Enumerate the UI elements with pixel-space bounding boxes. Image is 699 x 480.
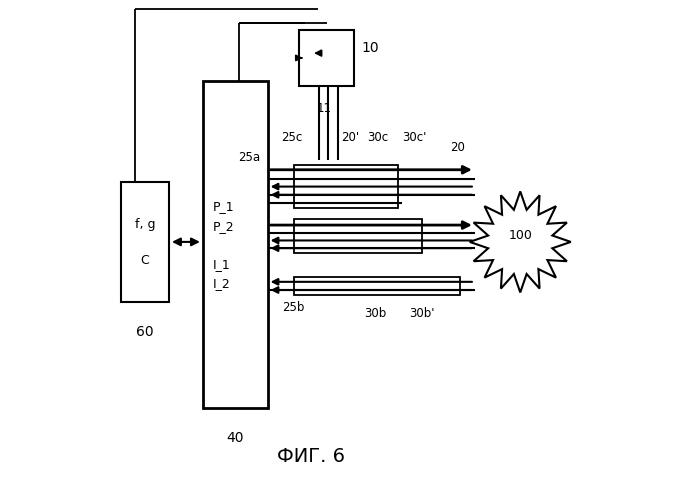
Text: 25c: 25c — [281, 131, 303, 144]
Bar — [203, 82, 268, 408]
Text: 30b: 30b — [364, 306, 386, 319]
Text: 10: 10 — [361, 41, 379, 55]
Text: 20': 20' — [341, 131, 359, 144]
Text: I_2: I_2 — [212, 276, 230, 290]
Text: f, g: f, g — [135, 218, 155, 231]
Bar — [121, 182, 169, 302]
Text: 25a: 25a — [238, 150, 261, 163]
Polygon shape — [470, 192, 571, 293]
Text: 25b: 25b — [282, 300, 305, 313]
Text: C: C — [140, 254, 150, 267]
Bar — [299, 31, 354, 86]
Text: 20: 20 — [451, 141, 466, 154]
Bar — [294, 278, 460, 295]
Text: 40: 40 — [226, 430, 244, 444]
Bar — [294, 166, 398, 209]
Text: ФИГ. 6: ФИГ. 6 — [277, 446, 345, 466]
Bar — [294, 220, 421, 253]
Text: 11: 11 — [317, 102, 332, 115]
Text: P_1: P_1 — [212, 200, 234, 213]
Text: 30c': 30c' — [403, 131, 427, 144]
Text: 30c: 30c — [367, 131, 388, 144]
Text: I_1: I_1 — [212, 257, 230, 271]
Text: P_2: P_2 — [212, 219, 234, 232]
Text: 30b': 30b' — [410, 306, 435, 319]
Text: 60: 60 — [136, 324, 154, 338]
Text: 100: 100 — [508, 228, 532, 242]
